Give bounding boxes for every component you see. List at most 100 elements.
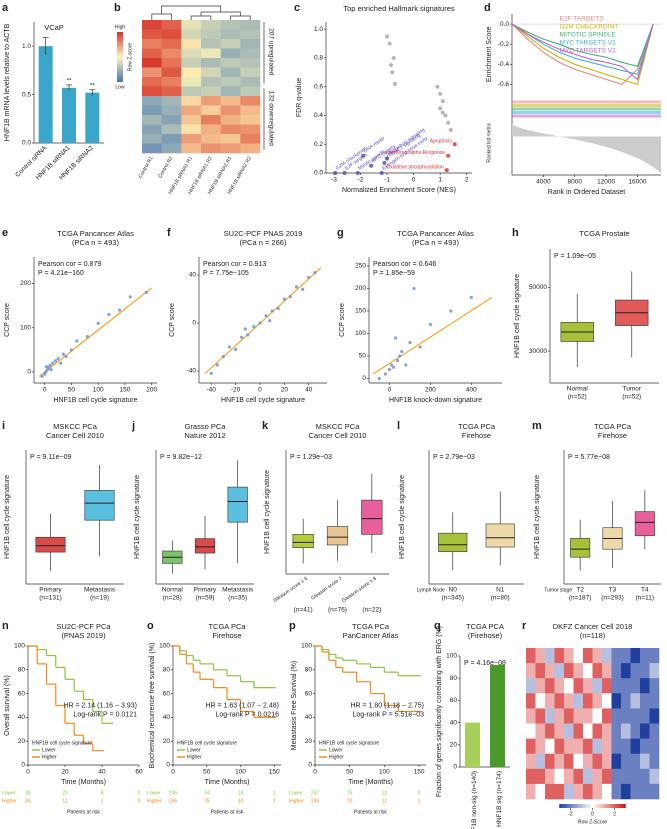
risk-label: Lower <box>147 790 161 796</box>
point <box>369 163 374 168</box>
heatmap-cell <box>181 105 202 116</box>
x-tick-label: N0 <box>449 587 458 594</box>
group-label: Lymph Node <box>417 587 445 593</box>
point <box>276 307 280 311</box>
legend-label: Lower <box>329 747 343 753</box>
legend-label: Lower <box>187 747 201 753</box>
n-label: (n=80) <box>491 595 510 602</box>
x-tick-label: 50 <box>68 387 76 394</box>
heatmap-cell <box>564 663 574 679</box>
risk-count: 0 <box>138 790 141 796</box>
heatmap-cell <box>545 753 555 770</box>
box <box>438 532 468 552</box>
point <box>438 106 443 111</box>
panel-subtitle: (PNAS 2019) <box>61 631 106 640</box>
heatmap-cell <box>240 96 261 106</box>
group-label: 207 upregulated <box>267 28 274 75</box>
x-tick-label: HNF1B sig (n=174) <box>496 771 503 827</box>
heatmap-cell <box>201 134 221 144</box>
y-axis-label: Biochemical recurrence free survival (%) <box>149 643 156 769</box>
n-label: (n=187) <box>569 595 592 602</box>
heatmap-cell <box>142 58 162 68</box>
point <box>258 321 262 325</box>
y-tick-label: 200 <box>20 280 31 287</box>
x-tick-label: 1 <box>438 177 442 184</box>
heatmap-cell <box>649 678 660 694</box>
y-tick-label: 0 <box>453 764 457 771</box>
heatmap-cell <box>630 708 641 724</box>
point <box>444 168 449 173</box>
heatmap-cell <box>545 768 555 785</box>
heatmap-cell <box>161 39 182 49</box>
point <box>44 370 48 374</box>
colorbar-tick-label: 2 <box>613 811 616 817</box>
n-label: (n=131) <box>39 595 62 602</box>
x-tick-label: 12000 <box>597 179 615 186</box>
x-tick-label: 150 <box>414 769 425 776</box>
x-axis-label: HNF1B cell cycle signature <box>53 397 137 404</box>
heatmap-cell <box>583 738 593 754</box>
box <box>84 490 115 521</box>
x-tick-label: -3 <box>331 177 337 184</box>
x-axis-label: Time (Months) <box>348 779 393 786</box>
point <box>61 352 66 356</box>
heatmap-cell <box>535 663 546 679</box>
heatmap-cell <box>564 708 574 724</box>
heatmap-cell <box>592 648 603 664</box>
x-tick-label: HNF1B non-sig (n=140) <box>471 771 478 829</box>
point <box>412 286 416 291</box>
legend-label: G2M CHECKPOINT <box>560 24 619 31</box>
es-line <box>511 23 654 67</box>
heatmap-cell <box>240 67 261 78</box>
x-tick-label: Gleason score ≥ 8 <box>341 576 378 604</box>
x-tick-label: T2 <box>576 587 584 594</box>
risk-count: 247 <box>311 790 320 796</box>
box <box>361 499 383 535</box>
y-axis-label: CCP score <box>169 303 176 337</box>
risk-count: 11 <box>62 798 67 804</box>
heatmap-cell <box>535 738 546 754</box>
y-tick-label: 0 <box>308 762 312 769</box>
heatmap-cell <box>630 663 641 679</box>
heatmap-cell <box>161 105 182 116</box>
x-axis-label: Time (Months) <box>61 779 106 786</box>
risk-count: 14 <box>238 790 244 796</box>
heatmap-cell <box>526 783 536 800</box>
y-axis-label: HNF1B cell cycle signature <box>4 475 11 559</box>
heatmap-cell <box>592 783 603 800</box>
heatmap-cell <box>142 77 162 87</box>
x-tick-label: 0 <box>388 387 392 394</box>
y-tick-label: 60 <box>163 690 171 697</box>
panel-title: TCGA PCA <box>466 622 504 631</box>
panel-title: TCGA Pancancer Atlas <box>57 229 134 238</box>
heatmap-cell <box>592 678 603 694</box>
heatmap-cell <box>611 738 622 754</box>
risk-count: 246 <box>311 798 320 804</box>
heatmap-cell <box>201 143 221 154</box>
heatmap-cell <box>181 86 202 97</box>
y-axis-label: Fraction of genes significantly correlat… <box>436 626 443 797</box>
y-tick-label: 1.0 <box>314 26 323 33</box>
risk-count: 1 <box>101 798 104 804</box>
point <box>264 314 268 318</box>
point <box>270 309 274 313</box>
heatmap-cell <box>161 124 182 135</box>
significance: ** <box>66 78 72 85</box>
heatmap-cell <box>526 768 536 785</box>
n-label: (n=11) <box>636 595 655 602</box>
box <box>194 538 216 554</box>
heatmap-cell <box>640 783 650 800</box>
y-tick-label: 100 <box>301 643 312 650</box>
point <box>404 363 408 367</box>
heatmap-cell <box>161 143 182 154</box>
point <box>443 113 448 118</box>
point <box>246 333 250 337</box>
heatmap-cell <box>545 663 555 679</box>
x-tick-label: 0 <box>26 769 30 776</box>
panel-title: MSKCC PCa <box>53 422 98 431</box>
y-tick-label: 80 <box>305 667 313 674</box>
point <box>107 312 111 317</box>
heatmap-cell <box>554 708 565 724</box>
x-tick-label: 0 <box>412 177 416 184</box>
heatmap-cell <box>640 753 650 770</box>
